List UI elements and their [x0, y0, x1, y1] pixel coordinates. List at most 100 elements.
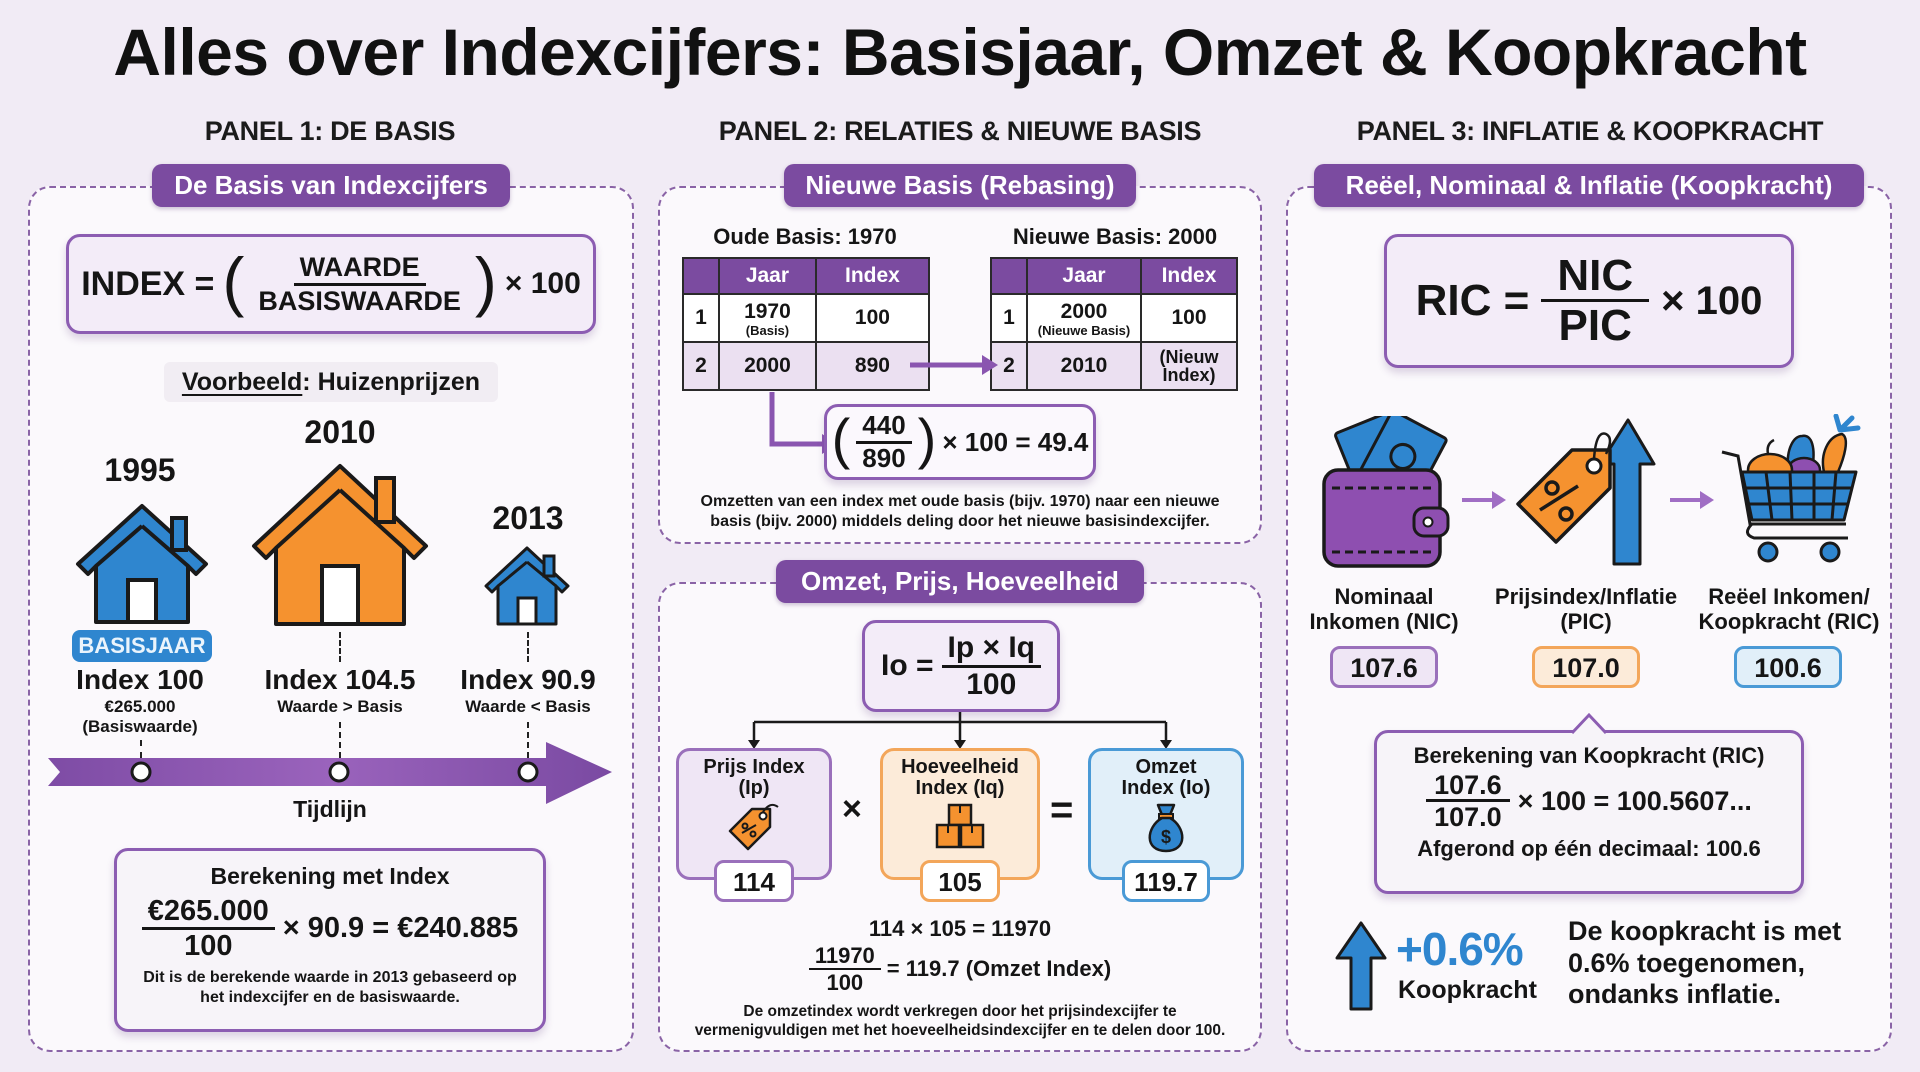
denominator: 100: [966, 667, 1017, 701]
calc-rounded: Afgerond op één decimaal: 100.6: [1417, 835, 1761, 861]
koopkracht-percent: +0.6%: [1396, 923, 1524, 975]
label-line: Nominaal: [1334, 584, 1434, 609]
card-title-line: Index (Iq): [915, 777, 1005, 799]
card-title-line: Omzet: [1135, 756, 1197, 778]
example-prefix: Voorbeeld: [181, 368, 303, 396]
omzet-note: De omzetindex wordt verkregen door het p…: [664, 1002, 1256, 1041]
year-2013: 2013: [492, 500, 564, 536]
omzet-calc-line2: 11970 100 = 119.7 (Omzet Index): [760, 944, 1160, 994]
calc-formula: €265.000 100 × 90.9 = €240.885: [117, 896, 543, 962]
money-bag-icon: $: [1148, 803, 1184, 853]
house-icon: [76, 504, 208, 624]
note-line: vermenigvuldigen met het hoeveelheidsind…: [694, 1022, 1226, 1040]
year-1995: 1995: [104, 452, 176, 488]
timeline-label: Tijdlijn: [293, 796, 367, 822]
value-1995: €265.000: [104, 697, 176, 716]
panel-2-header: PANEL 2: RELATIES & NIEUWE BASIS: [718, 116, 1202, 146]
panel-3-header: PANEL 3: INFLATIE & KOOPKRACHT: [1356, 116, 1824, 146]
col-header: Index: [1140, 257, 1238, 295]
label-line: (PIC): [1560, 609, 1612, 635]
formula-multiplier: × 100: [1661, 278, 1763, 323]
rebasing-pill: Nieuwe Basis (Rebasing): [784, 164, 1136, 207]
value-2013-note: Waarde < Basis: [465, 697, 591, 716]
formula-lhs: INDEX =: [81, 264, 215, 303]
connector-line: [527, 722, 529, 758]
times-sign: ×: [842, 790, 862, 828]
connector-line: [339, 722, 341, 758]
col-header: [990, 257, 1028, 295]
cell-year: 1970 (Basis): [718, 293, 817, 343]
omzet-calc-line1: 114 × 105 = 11970: [868, 916, 1052, 941]
paren-right: ): [474, 244, 497, 318]
revenue-index-value: 119.7: [1122, 860, 1210, 902]
numerator: 11970: [808, 944, 881, 971]
koopkracht-calc-box: Berekening van Koopkracht (RIC) 107.6 10…: [1374, 730, 1804, 894]
new-table-title: Nieuwe Basis: 2000: [1012, 224, 1218, 249]
note-line: het indexcijfer en de basiswaarde.: [200, 988, 460, 1006]
house-icon: [252, 464, 428, 626]
rebasing-note: Omzetten van een index met oude basis (b…: [670, 492, 1250, 532]
omzet-pill: Omzet, Prijs, Hoeveelheid: [776, 560, 1144, 603]
page-title: Alles over Indexcijfers: Basisjaar, Omze…: [113, 15, 1807, 89]
denominator: 107.0: [1434, 802, 1502, 833]
omzet-calc-fraction: 11970 100: [808, 944, 881, 994]
card-title: Omzet Index (Io): [1091, 757, 1241, 799]
arrow-right-icon: [1462, 491, 1506, 509]
ric-fraction: NIC PIC: [1541, 252, 1650, 349]
rebasing-fraction: 440 890: [856, 411, 912, 472]
row-number: 2: [990, 341, 1028, 391]
cell-year: 2000: [718, 341, 817, 391]
panel-1-pill: De Basis van Indexcijfers: [152, 164, 510, 207]
equals-sign: =: [1050, 788, 1074, 832]
summary-line: 0.6% toegenomen,: [1568, 947, 1806, 978]
index-2010: Index 104.5: [264, 664, 416, 695]
year-value: 2000: [1060, 299, 1108, 323]
numerator: WAARDE: [293, 253, 426, 286]
note-line: basis (bijv. 2000) middels deling door h…: [710, 513, 1210, 530]
summary-line: De koopkracht is met: [1568, 916, 1842, 946]
new-base-table: Jaar Index 1 2000 (Nieuwe Basis) 100 2 201…: [990, 257, 1238, 391]
numerator: 440: [856, 411, 912, 444]
basisjaar-badge: BASISJAAR: [72, 630, 212, 662]
value-2010-note: Waarde > Basis: [277, 697, 403, 716]
note-line: De omzetindex wordt verkregen door het p…: [743, 1003, 1177, 1020]
year-note: (Basis): [745, 322, 790, 338]
svg-text:$: $: [1161, 827, 1171, 847]
calc-title: Berekening van Koopkracht (RIC): [1413, 743, 1765, 768]
col-header: Jaar: [1026, 257, 1142, 295]
formula-multiplier: × 100: [504, 267, 581, 300]
ric-value: 100.6: [1734, 646, 1842, 688]
arrow-right-icon: [1670, 491, 1714, 509]
table-row: 2 2010 (Nieuw Index): [990, 341, 1238, 391]
index-2013: Index 90.9: [460, 664, 596, 695]
koopkracht-summary: De koopkracht is met 0.6% toegenomen, on…: [1568, 916, 1841, 1011]
formula-lhs: Io =: [880, 649, 934, 682]
connector-line: [140, 740, 142, 758]
paren-left: (: [222, 244, 245, 318]
numerator: Ip × Iq: [941, 632, 1042, 668]
callout-notch: [1572, 712, 1606, 734]
note-line: Dit is de berekende waarde in 2013 gebas…: [143, 968, 517, 986]
card-title-line: Index (Io): [1121, 777, 1211, 799]
wallet-icon: [1322, 416, 1450, 568]
ric-label: Reëel Inkomen/ Koopkracht (RIC): [1692, 584, 1886, 635]
koopkracht-label: Koopkracht: [1398, 976, 1537, 1004]
card-title-line: Prijs Index: [703, 756, 805, 778]
summary-line: ondanks inflatie.: [1568, 979, 1782, 1010]
old-table-title: Oude Basis: 1970: [713, 224, 897, 249]
year-2010: 2010: [304, 414, 376, 450]
card-title: Hoeveelheid Index (Iq): [883, 757, 1037, 799]
example-topic: : Huizenprijzen: [302, 368, 481, 396]
cell-index: 100: [814, 293, 931, 343]
col-header: Jaar: [718, 257, 817, 295]
omzet-calc-result: = 119.7 (Omzet Index): [886, 956, 1112, 982]
revenue-index-card: Omzet Index (Io) $: [1088, 748, 1244, 880]
tree-connector: [748, 712, 1172, 749]
cell-year: 2010: [1026, 341, 1142, 391]
nic-label: Nominaal Inkomen (NIC): [1300, 584, 1468, 635]
cell-index: 100: [1140, 293, 1238, 343]
card-title-line: (Ip): [738, 777, 770, 799]
panel-3-pill: Reëel, Nominaal & Inflatie (Koopkracht): [1314, 164, 1864, 207]
card-title-line: Hoeveelheid: [901, 756, 1019, 778]
price-index-value: 114: [714, 860, 794, 902]
